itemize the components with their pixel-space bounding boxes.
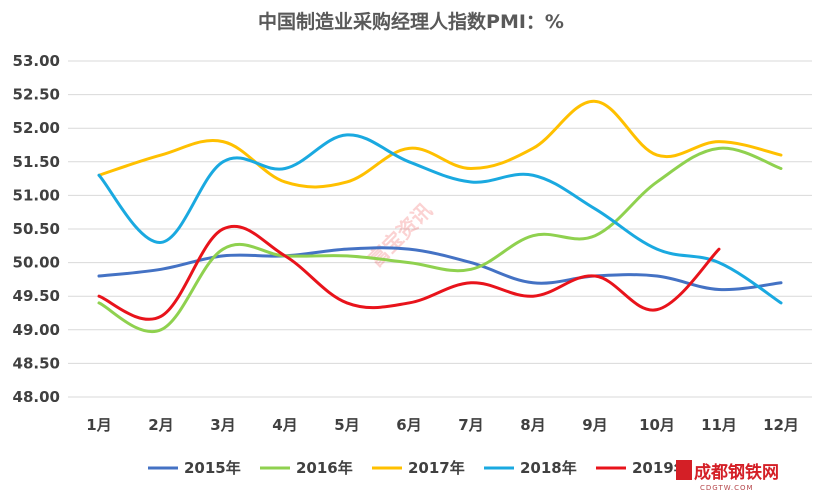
series-line-2016年 (97, 146, 783, 334)
x-tick-label: 11月 (701, 416, 737, 434)
x-tick-label: 7月 (458, 416, 483, 434)
legend-label: 2019年 (632, 459, 689, 477)
x-tick-label: 8月 (520, 416, 545, 434)
y-tick-label: 52.00 (13, 119, 60, 137)
x-tick-label: 1月 (86, 416, 111, 434)
legend-label: 2016年 (296, 459, 353, 477)
y-tick-label: 51.50 (13, 153, 60, 171)
x-tick-label: 6月 (396, 416, 421, 434)
x-tick-label: 10月 (639, 416, 675, 434)
y-tick-label: 51.00 (13, 186, 60, 204)
y-tick-label: 48.00 (13, 388, 60, 406)
x-axis-ticks: 1月 2月 3月 4月 5月 6月 7月 8月 9月 10月 11月 12月 (86, 416, 799, 434)
legend: 2015年 2016年 2017年 2018年 2019年 (148, 459, 689, 477)
y-tick-label: 48.50 (13, 354, 60, 372)
x-tick-label: 5月 (334, 416, 359, 434)
x-tick-label: 2月 (148, 416, 173, 434)
logo-text: 成都钢铁网 (694, 462, 779, 483)
series-line-2017年 (97, 99, 783, 189)
y-axis-ticks: 53.00 52.50 52.00 51.50 51.00 50.50 50.00 49.50… (13, 52, 60, 406)
legend-label: 2018年 (520, 459, 577, 477)
legend-label: 2017年 (408, 459, 465, 477)
series-line-2018年 (97, 133, 783, 305)
site-logo: 成都钢铁网 CDGTW.COM (676, 460, 779, 492)
y-tick-label: 52.50 (13, 86, 60, 104)
series-line-2019年 (97, 224, 721, 321)
chart-title: 中国制造业采购经理人指数PMI：% (258, 10, 564, 33)
y-tick-label: 49.00 (13, 321, 60, 339)
y-tick-label: 53.00 (13, 52, 60, 70)
series-line-2015年 (97, 246, 783, 292)
logo-subtext: CDGTW.COM (700, 484, 754, 492)
x-tick-label: 12月 (763, 416, 799, 434)
y-tick-label: 49.50 (13, 287, 60, 305)
x-tick-label: 9月 (582, 416, 607, 434)
series-lines (97, 99, 783, 334)
logo-mark-icon (676, 460, 692, 480)
y-tick-label: 50.00 (13, 254, 60, 272)
legend-label: 2015年 (184, 459, 241, 477)
x-tick-label: 4月 (272, 416, 297, 434)
x-tick-label: 3月 (210, 416, 235, 434)
y-tick-label: 50.50 (13, 220, 60, 238)
